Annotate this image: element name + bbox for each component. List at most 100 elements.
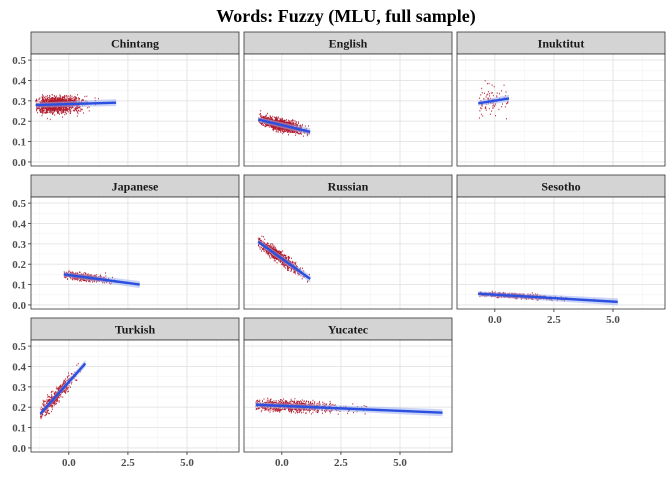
data-point [272,257,274,259]
data-point [50,97,52,100]
data-point [275,117,277,119]
data-point [59,97,60,100]
data-point [58,110,60,112]
data-point [72,271,74,273]
data-point [71,99,72,102]
data-point [286,131,288,133]
data-point [51,109,53,111]
data-point [72,278,73,281]
data-point [57,100,58,103]
data-point [505,118,507,120]
data-point [257,245,259,247]
data-point [484,79,486,82]
gridlines [457,197,665,309]
data-point [61,108,63,110]
fit-line [257,240,311,280]
data-point [272,127,274,129]
data-point [64,108,65,111]
data-point [265,243,267,245]
facet-label: Chintang [111,37,159,51]
data-point [292,123,293,125]
data-point [41,114,43,117]
data-point [268,126,270,128]
data-point [296,124,297,126]
data-point [271,254,273,256]
data-point [64,97,66,100]
fit-line [478,97,510,105]
data-point [110,283,112,285]
data-point [290,269,292,272]
data-point [499,92,500,95]
data-point [268,253,269,255]
data-point [286,265,288,267]
data-point [48,100,50,103]
data-point [49,98,51,100]
data-point [268,124,270,127]
data-point [264,116,265,118]
data-point [281,128,283,130]
data-point [56,110,58,112]
data-point [280,263,282,265]
data-point [281,119,282,121]
facet-english: English [243,31,453,167]
data-point [296,131,298,134]
data-point [495,103,497,105]
data-point [57,99,58,101]
data-point [504,106,506,108]
facet-label: English [329,37,368,51]
data-point [63,111,65,114]
data-point [492,104,494,106]
data-point [42,110,43,112]
data-point [498,108,500,111]
data-point [66,107,68,109]
data-point [291,122,293,124]
data-point [291,260,293,263]
data-point [286,129,288,131]
data-point [274,247,276,249]
data-point [77,111,78,113]
data-point [280,252,282,254]
data-point [279,120,280,123]
data-point [263,248,265,250]
data-point [52,113,53,115]
data-point [41,108,43,110]
data-point [290,121,292,124]
data-point [288,256,290,259]
data-point [259,248,261,250]
y-tick-label: 0.2 [12,116,26,128]
data-point [48,99,50,101]
data-point [267,244,269,247]
data-point [287,257,289,259]
data-point [270,119,272,121]
data-point [55,108,56,110]
data-point [58,98,60,101]
data-point [295,123,297,125]
data-point [56,97,58,99]
data-point [285,121,286,124]
facet-label: Russian [328,180,369,194]
data-point [282,117,284,120]
data-point [54,97,55,99]
data-point [307,281,308,283]
data-point [288,130,290,132]
data-point [501,90,502,92]
data-point [36,110,37,112]
data-point [48,111,50,113]
data-point [289,266,290,269]
data-point [44,107,46,110]
data-point [65,100,67,102]
data-point [280,117,282,120]
data-point [54,97,56,100]
data-point [60,97,61,100]
data-point [283,266,285,268]
data-point [87,106,89,109]
data-point [57,112,59,115]
data-point [496,96,498,98]
data-point [74,109,75,112]
data-point [70,110,72,112]
data-point [38,98,40,101]
data-point [278,120,280,122]
data-point [75,272,77,274]
data-point [481,105,483,107]
